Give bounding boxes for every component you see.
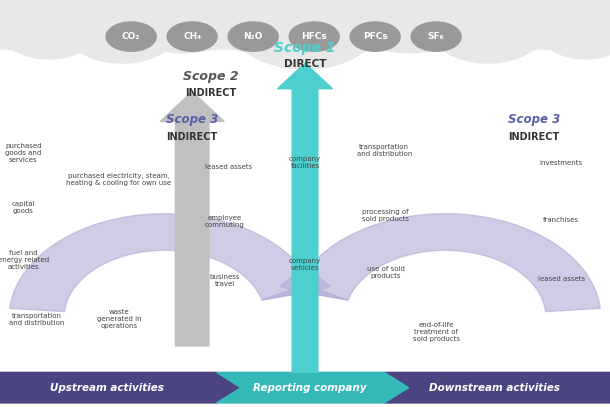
Ellipse shape: [228, 22, 278, 51]
Text: transportation
and distribution: transportation and distribution: [9, 313, 64, 326]
Ellipse shape: [289, 22, 339, 51]
Text: SF₆: SF₆: [428, 32, 445, 41]
Text: employee
commuting: employee commuting: [204, 215, 245, 228]
Text: HFCs: HFCs: [301, 32, 327, 41]
Polygon shape: [0, 16, 610, 49]
Circle shape: [0, 0, 104, 51]
Text: Scope 1: Scope 1: [274, 41, 336, 55]
Text: INDIRECT: INDIRECT: [508, 131, 559, 142]
Polygon shape: [262, 274, 330, 300]
Circle shape: [61, 0, 183, 63]
Text: waste
generated in
operations: waste generated in operations: [96, 309, 142, 330]
Circle shape: [0, 0, 101, 59]
Ellipse shape: [167, 22, 217, 51]
Text: fuel and
energy related
activities: fuel and energy related activities: [0, 250, 49, 271]
Circle shape: [482, 0, 592, 49]
Text: Scope 3: Scope 3: [166, 113, 218, 126]
Circle shape: [265, 0, 406, 53]
Text: business
travel: business travel: [209, 274, 240, 287]
Circle shape: [427, 0, 549, 63]
Circle shape: [189, 0, 336, 53]
Circle shape: [342, 0, 476, 53]
Text: Upstream activities: Upstream activities: [50, 383, 163, 393]
Polygon shape: [384, 372, 610, 403]
Text: PFCs: PFCs: [363, 32, 387, 41]
Text: transportation
and distribution: transportation and distribution: [357, 144, 412, 157]
Text: CH₄: CH₄: [183, 32, 201, 41]
Text: DIRECT: DIRECT: [284, 59, 326, 69]
Text: purchased
goods and
services: purchased goods and services: [5, 142, 41, 163]
Text: Reporting company: Reporting company: [253, 383, 367, 393]
Text: INDIRECT: INDIRECT: [167, 131, 218, 142]
Text: end-of-life
treatment of
sold products: end-of-life treatment of sold products: [412, 322, 460, 342]
Text: Downstream activities: Downstream activities: [429, 383, 559, 393]
Ellipse shape: [106, 22, 156, 51]
Polygon shape: [160, 92, 224, 346]
Text: processing of
sold products: processing of sold products: [362, 209, 409, 222]
Text: INDIRECT: INDIRECT: [185, 88, 236, 98]
Circle shape: [415, 0, 537, 51]
Text: Scope 2: Scope 2: [182, 70, 239, 83]
Text: franchises: franchises: [543, 217, 580, 223]
Polygon shape: [0, 372, 241, 403]
Text: investments: investments: [540, 160, 583, 166]
Text: leased assets: leased assets: [205, 164, 253, 170]
Circle shape: [226, 0, 384, 69]
Polygon shape: [280, 274, 348, 300]
Text: purchased electricity, steam,
heating & cooling for own use: purchased electricity, steam, heating & …: [66, 173, 171, 186]
Text: company
vehicles: company vehicles: [289, 258, 321, 271]
Ellipse shape: [411, 22, 461, 51]
Polygon shape: [10, 214, 315, 312]
Text: use of sold
products: use of sold products: [367, 266, 404, 279]
Polygon shape: [278, 63, 332, 372]
Text: leased assets: leased assets: [537, 276, 585, 282]
Polygon shape: [217, 372, 409, 403]
Circle shape: [537, 0, 610, 49]
Circle shape: [113, 0, 253, 53]
Text: company
facilities: company facilities: [289, 156, 321, 169]
Circle shape: [537, 0, 610, 59]
Circle shape: [49, 0, 171, 51]
Text: Scope 3: Scope 3: [508, 113, 560, 126]
Text: CO₂: CO₂: [122, 32, 140, 41]
Ellipse shape: [350, 22, 400, 51]
Text: capital
goods: capital goods: [12, 201, 35, 214]
Text: N₂O: N₂O: [243, 32, 263, 41]
Polygon shape: [295, 214, 600, 312]
